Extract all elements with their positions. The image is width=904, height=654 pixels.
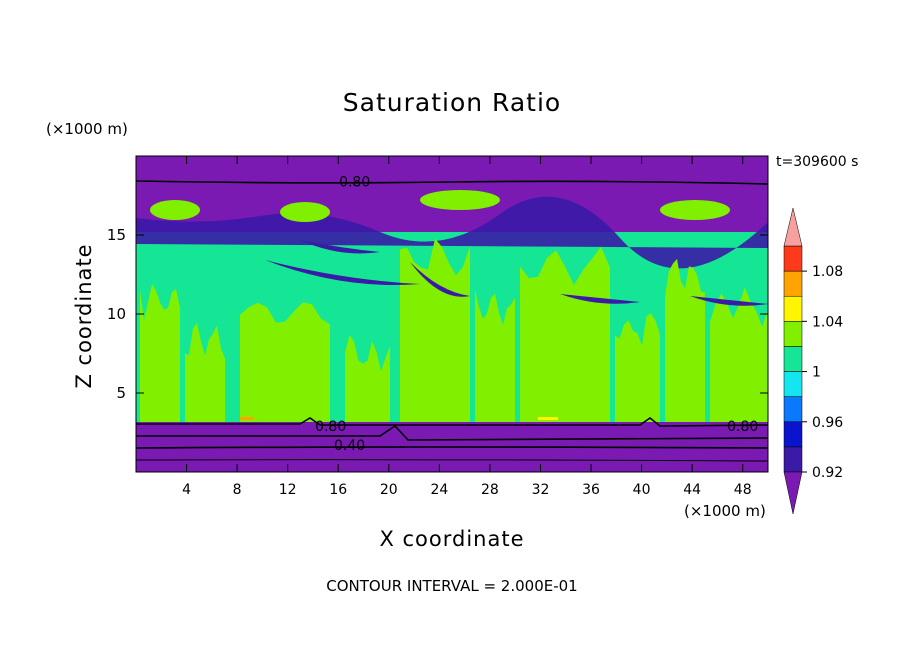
colorbar-tick-label: 0.92 xyxy=(812,465,843,481)
contour-label: 0.80 xyxy=(315,419,346,435)
cloud-column xyxy=(520,246,610,422)
contour-0.20 xyxy=(136,459,768,462)
colorbar-band xyxy=(783,321,803,347)
upper-moist-patch xyxy=(280,202,330,222)
x-tick-label: 48 xyxy=(734,482,752,498)
cloud-column xyxy=(400,238,470,422)
colorbar-band xyxy=(783,270,803,297)
contour-0.60 xyxy=(136,424,768,441)
contour-label: 0.40 xyxy=(334,438,365,454)
colorbar-extend-min xyxy=(783,471,803,515)
colorbar-band xyxy=(783,346,803,372)
colorbar-tick-label: 1.04 xyxy=(812,314,843,330)
dry-streak xyxy=(690,296,768,306)
x-tick-label: 8 xyxy=(233,482,242,498)
y-tick-label: 10 xyxy=(107,305,126,323)
x-axis-unit: (×1000 m) xyxy=(684,502,766,520)
colorbar-band xyxy=(783,371,803,397)
contour-label: 0.80 xyxy=(339,174,370,190)
colorbar-band xyxy=(783,245,803,272)
cloud-column xyxy=(665,258,705,422)
upper-moist-patch xyxy=(660,200,730,220)
contour-interval-note: CONTOUR INTERVAL = 2.000E-01 xyxy=(326,577,578,595)
cloud-column xyxy=(710,287,768,422)
colorbar-band xyxy=(783,421,803,448)
colorbar-tick-label: 1.08 xyxy=(812,264,843,280)
colorbar: 0.92 0.96 1 1.04 1.08 xyxy=(783,207,843,515)
cloud-column xyxy=(615,313,660,422)
y-tick-label: 15 xyxy=(107,226,126,244)
upper-moist-patch xyxy=(150,200,200,220)
dry-streak xyxy=(560,294,640,304)
cloud-column xyxy=(475,289,515,422)
x-tick-label: 40 xyxy=(633,482,651,498)
contour-label: 0.80 xyxy=(727,419,758,435)
cloud-column xyxy=(185,323,225,422)
cloud-column xyxy=(345,334,390,422)
supersat-trace xyxy=(240,417,254,420)
colorbar-band xyxy=(783,396,803,423)
time-label: t=309600 s xyxy=(776,154,859,170)
x-tick-label: 16 xyxy=(329,482,347,498)
supersat-trace xyxy=(538,417,558,420)
x-tick-label: 36 xyxy=(582,482,600,498)
x-tick-label: 20 xyxy=(380,482,398,498)
dry-streak xyxy=(410,262,470,297)
y-tick-label: 5 xyxy=(116,384,126,402)
dry-streak xyxy=(265,260,420,285)
upper-moist-patch xyxy=(420,190,500,210)
field-layers: 0.80 0.80 0.40 0.80 xyxy=(136,156,768,472)
colorbar-band xyxy=(783,446,803,473)
contour-0.80-lower xyxy=(136,417,768,427)
contour-0.40 xyxy=(136,446,768,449)
x-tick-label: 28 xyxy=(481,482,499,498)
cloud-column xyxy=(240,302,330,422)
y-axis-unit: (×1000 m) xyxy=(46,120,128,138)
x-axis-label: X coordinate xyxy=(379,527,525,551)
dry-streak xyxy=(300,240,380,254)
x-tick-label: 32 xyxy=(532,482,550,498)
x-tick-label: 24 xyxy=(430,482,448,498)
x-tick-label: 4 xyxy=(182,482,191,498)
x-tick-label: 44 xyxy=(683,482,701,498)
chart-title: Saturation Ratio xyxy=(342,88,562,117)
colorbar-extend-max xyxy=(783,207,803,247)
colorbar-band xyxy=(783,295,803,322)
x-tick-label: 12 xyxy=(279,482,297,498)
colorbar-tick-label: 1 xyxy=(812,365,821,381)
cloud-column xyxy=(140,284,180,422)
colorbar-tick-label: 0.96 xyxy=(812,415,843,431)
contour-0.80-upper xyxy=(136,180,768,185)
